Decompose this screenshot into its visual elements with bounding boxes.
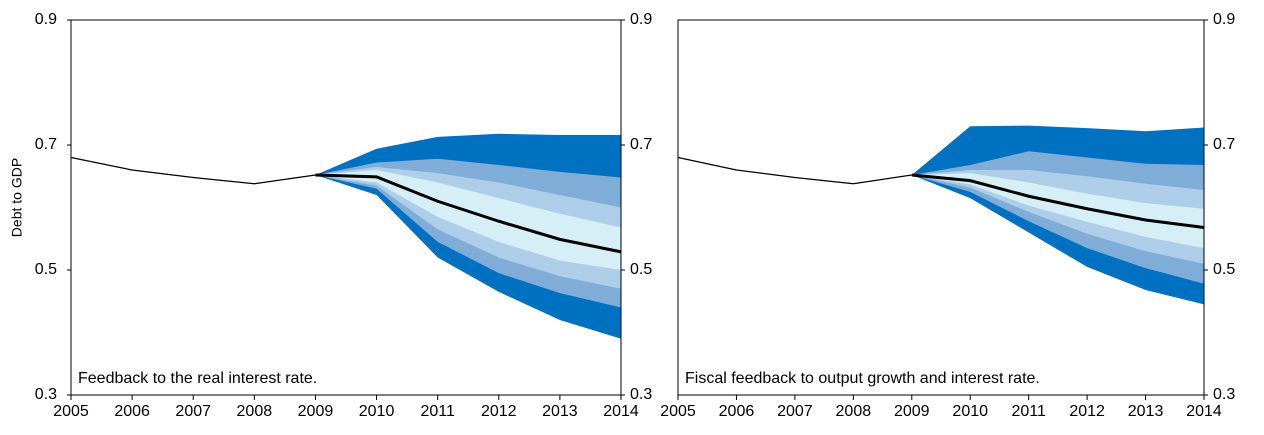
y2-tick-label: 0.3 xyxy=(630,386,652,403)
x-tick-label: 2007 xyxy=(175,403,211,420)
x-tick-label: 2006 xyxy=(114,403,150,420)
x-tick-label: 2011 xyxy=(420,403,455,420)
plot-frame xyxy=(677,19,1205,396)
line xyxy=(315,173,622,254)
x-tick-label: 2009 xyxy=(894,403,930,420)
annotation: Feedback to the real interest rate. xyxy=(78,370,317,387)
y2-tick-label: 0.7 xyxy=(1213,136,1235,153)
fan-band xyxy=(911,173,1204,249)
y2-tick-label: 0.3 xyxy=(1213,386,1235,403)
x-tick-label: 2005 xyxy=(53,403,89,420)
y-tick-label: 0.5 xyxy=(35,261,57,278)
y2-tick-label: 0.5 xyxy=(1213,261,1235,278)
x-tick-label: 2006 xyxy=(719,403,755,420)
x-tick-label: 2011 xyxy=(1011,403,1046,420)
y-axis-label: Debt to GDP xyxy=(9,158,25,237)
x-tick-label: 2010 xyxy=(359,403,395,420)
x-tick-label: 2014 xyxy=(603,403,639,420)
x-tick-label: 2009 xyxy=(298,403,334,420)
annotation: Fiscal feedback to output growth and int… xyxy=(685,370,1040,387)
plot-frame xyxy=(70,19,622,396)
x-tick-label: 2005 xyxy=(660,403,696,420)
x-tick-label: 2013 xyxy=(1128,403,1164,420)
x-tick-label: 2008 xyxy=(836,403,872,420)
fan-band xyxy=(315,170,621,270)
x-tick-label: 2014 xyxy=(1186,403,1222,420)
x-tick-label: 2008 xyxy=(237,403,273,420)
y-tick-label: 0.9 xyxy=(35,11,57,28)
line xyxy=(911,173,1205,229)
y-tick-label: 0.3 xyxy=(35,386,57,403)
line xyxy=(70,156,316,185)
line xyxy=(677,156,912,185)
y2-tick-label: 0.5 xyxy=(630,261,652,278)
x-tick-label: 2010 xyxy=(952,403,988,420)
x-tick-label: 2013 xyxy=(542,403,578,420)
x-tick-label: 2007 xyxy=(777,403,813,420)
fan-band xyxy=(911,170,1204,264)
y-tick-label: 0.7 xyxy=(35,136,57,153)
y2-tick-label: 0.7 xyxy=(630,136,652,153)
y2-tick-label: 0.9 xyxy=(630,11,652,28)
x-tick-label: 2012 xyxy=(481,403,517,420)
x-tick-label: 2012 xyxy=(1069,403,1105,420)
y2-tick-label: 0.9 xyxy=(1213,11,1235,28)
